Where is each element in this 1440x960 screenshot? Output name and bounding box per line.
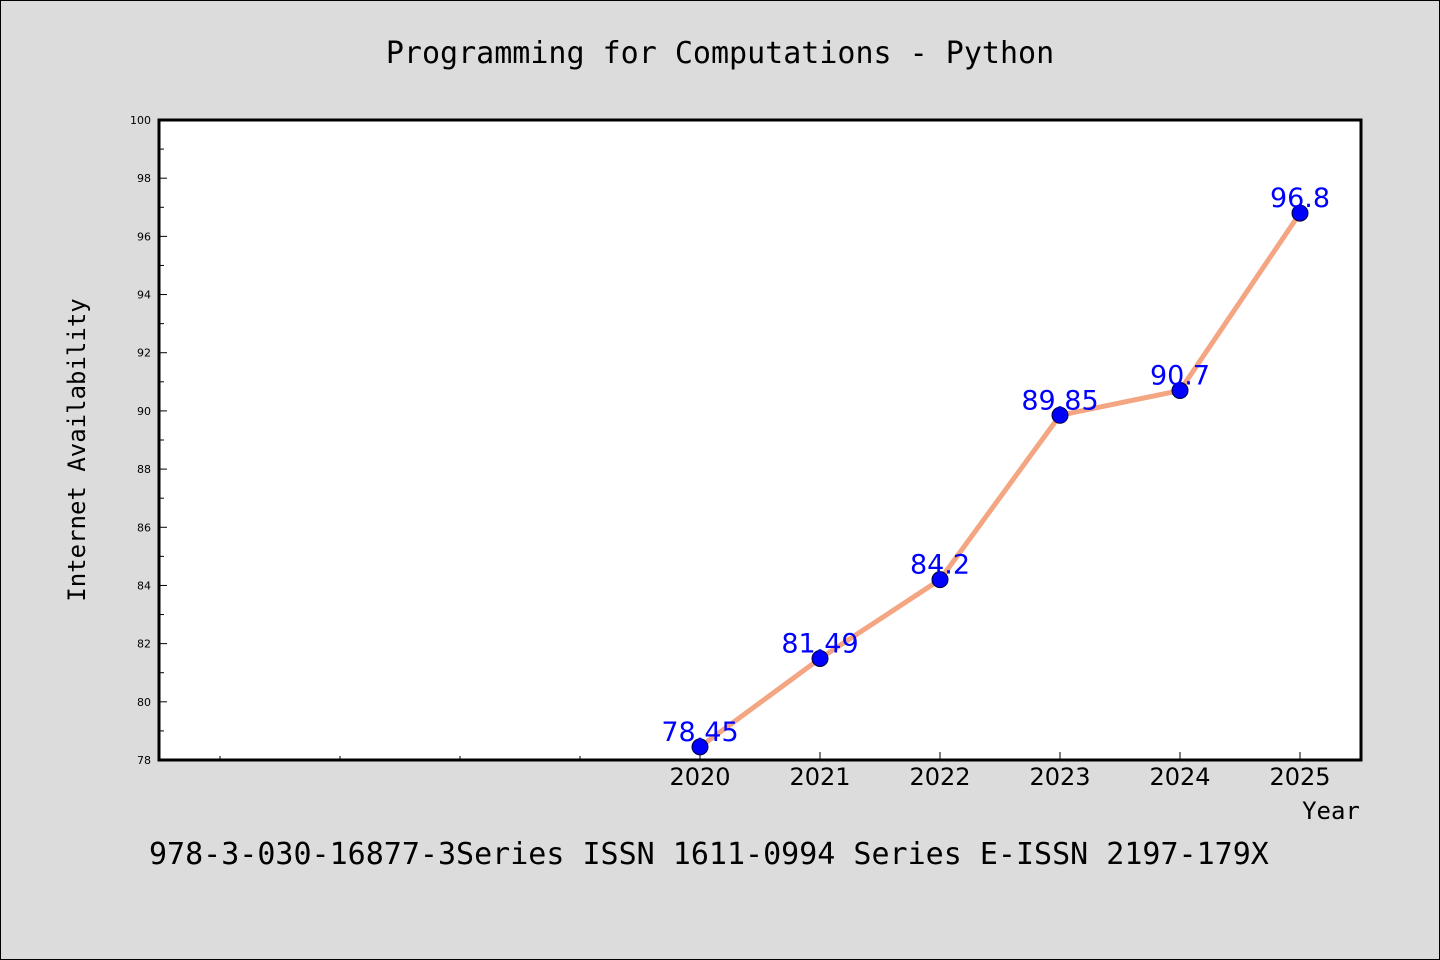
x-axis: 2020 2021 2022 2023 2024 2025: [219, 752, 1331, 791]
y-tick-label: 78: [137, 754, 151, 767]
data-label: 81.49: [781, 628, 858, 659]
footer-note: 978-3-030-16877-3Series ISSN 1611-0994 S…: [149, 837, 1269, 872]
y-tick-label: 92: [137, 347, 151, 360]
series-line: [691, 204, 1309, 756]
x-axis-label: Year: [1302, 797, 1360, 825]
chart-title: Programming for Computations - Python: [386, 36, 1054, 71]
y-tick-label: 88: [137, 463, 151, 476]
data-point: [811, 649, 829, 667]
plot-area: [159, 120, 1361, 760]
data-point: [931, 571, 949, 589]
y-tick-label: 96: [137, 230, 151, 243]
data-point: [1051, 406, 1069, 424]
x-tick-label: 2025: [1269, 763, 1330, 791]
y-tick-label: 98: [137, 172, 151, 185]
x-tick-label: 2021: [789, 763, 850, 791]
data-label: 84.2: [910, 550, 970, 581]
data-point: [1171, 382, 1189, 400]
plot-border: [157, 118, 1363, 762]
data-label: 89.85: [1021, 385, 1098, 416]
data-point: [691, 738, 709, 756]
y-axis-label: Internet Availability: [63, 298, 91, 601]
y-tick-label: 80: [137, 696, 151, 709]
data-point: [1291, 204, 1309, 222]
y-tick-label: 94: [137, 289, 151, 302]
y-tick-label: 86: [137, 521, 151, 534]
series-polyline: [698, 211, 1303, 749]
x-tick-label: 2020: [669, 763, 730, 791]
y-tick-label: 82: [137, 638, 151, 651]
data-label: 96.8: [1270, 183, 1330, 214]
y-tick-label: 90: [137, 405, 151, 418]
data-label: 78.45: [661, 717, 738, 748]
y-tick-label: 84: [137, 579, 151, 592]
x-tick-label: 2023: [1029, 763, 1090, 791]
y-tick-label: 100: [130, 114, 151, 127]
data-labels: 78.45 81.49 84.2 89.85 90.7 96.8: [661, 183, 1330, 748]
x-tick-label: 2022: [909, 763, 970, 791]
data-label: 90.7: [1150, 361, 1210, 392]
x-tick-label: 2024: [1149, 763, 1210, 791]
